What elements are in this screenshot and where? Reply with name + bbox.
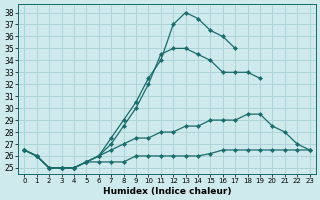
X-axis label: Humidex (Indice chaleur): Humidex (Indice chaleur) bbox=[103, 187, 231, 196]
